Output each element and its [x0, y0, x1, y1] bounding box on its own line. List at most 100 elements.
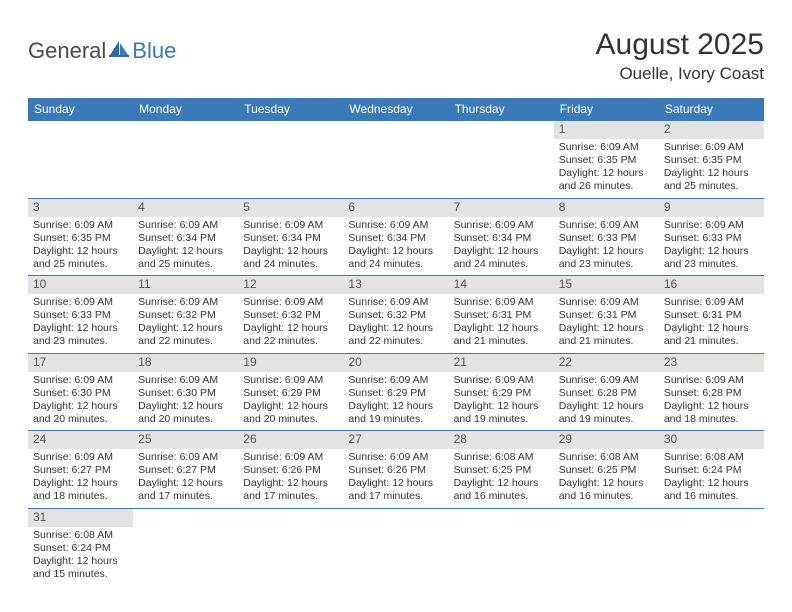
day-body: Sunrise: 6:09 AMSunset: 6:33 PMDaylight:… — [28, 294, 133, 353]
day-number: 14 — [449, 276, 554, 294]
sunset-text: Sunset: 6:31 PM — [559, 309, 654, 322]
month-title: August 2025 — [596, 28, 764, 62]
day-number: 5 — [238, 199, 343, 217]
day-body: Sunrise: 6:09 AMSunset: 6:28 PMDaylight:… — [554, 372, 659, 431]
week-row: 1Sunrise: 6:09 AMSunset: 6:35 PMDaylight… — [28, 121, 764, 199]
day-body: Sunrise: 6:09 AMSunset: 6:30 PMDaylight:… — [28, 372, 133, 431]
daylight-text-line1: Daylight: 12 hours — [559, 477, 654, 490]
daylight-text-line2: and 20 minutes. — [33, 413, 128, 426]
week-row: 24Sunrise: 6:09 AMSunset: 6:27 PMDayligh… — [28, 431, 764, 509]
sunrise-text: Sunrise: 6:09 AM — [243, 296, 338, 309]
sunset-text: Sunset: 6:26 PM — [348, 464, 443, 477]
day-body: Sunrise: 6:09 AMSunset: 6:32 PMDaylight:… — [133, 294, 238, 353]
day-number: 16 — [659, 276, 764, 294]
daylight-text-line2: and 21 minutes. — [454, 335, 549, 348]
day-body: Sunrise: 6:08 AMSunset: 6:24 PMDaylight:… — [28, 527, 133, 586]
day-number: 28 — [449, 431, 554, 449]
day-body: Sunrise: 6:09 AMSunset: 6:29 PMDaylight:… — [449, 372, 554, 431]
daylight-text-line2: and 16 minutes. — [559, 490, 654, 503]
daylight-text-line2: and 16 minutes. — [454, 490, 549, 503]
day-cell: 15Sunrise: 6:09 AMSunset: 6:31 PMDayligh… — [554, 276, 659, 353]
daylight-text-line2: and 17 minutes. — [348, 490, 443, 503]
daylight-text-line1: Daylight: 12 hours — [664, 400, 759, 413]
sunset-text: Sunset: 6:35 PM — [559, 154, 654, 167]
daylight-text-line1: Daylight: 12 hours — [664, 477, 759, 490]
week-row: 31Sunrise: 6:08 AMSunset: 6:24 PMDayligh… — [28, 509, 764, 586]
sunset-text: Sunset: 6:24 PM — [664, 464, 759, 477]
sunrise-text: Sunrise: 6:09 AM — [348, 451, 443, 464]
day-cell: 2Sunrise: 6:09 AMSunset: 6:35 PMDaylight… — [659, 121, 764, 198]
day-number: 30 — [659, 431, 764, 449]
sunset-text: Sunset: 6:27 PM — [138, 464, 233, 477]
day-cell: 8Sunrise: 6:09 AMSunset: 6:33 PMDaylight… — [554, 199, 659, 276]
day-cell: 26Sunrise: 6:09 AMSunset: 6:26 PMDayligh… — [238, 431, 343, 508]
sunrise-text: Sunrise: 6:08 AM — [664, 451, 759, 464]
sunset-text: Sunset: 6:34 PM — [138, 232, 233, 245]
day-number: 4 — [133, 199, 238, 217]
sunrise-text: Sunrise: 6:09 AM — [454, 374, 549, 387]
day-cell: 10Sunrise: 6:09 AMSunset: 6:33 PMDayligh… — [28, 276, 133, 353]
weekday-header: Thursday — [449, 98, 554, 121]
sunrise-text: Sunrise: 6:09 AM — [33, 296, 128, 309]
daylight-text-line1: Daylight: 12 hours — [348, 245, 443, 258]
sunset-text: Sunset: 6:29 PM — [454, 387, 549, 400]
daylight-text-line2: and 17 minutes. — [138, 490, 233, 503]
daylight-text-line2: and 19 minutes. — [348, 413, 443, 426]
weekday-header: Friday — [554, 98, 659, 121]
day-cell: 1Sunrise: 6:09 AMSunset: 6:35 PMDaylight… — [554, 121, 659, 198]
sunrise-text: Sunrise: 6:09 AM — [559, 141, 654, 154]
sunset-text: Sunset: 6:35 PM — [664, 154, 759, 167]
day-body: Sunrise: 6:09 AMSunset: 6:35 PMDaylight:… — [659, 139, 764, 198]
day-cell: 12Sunrise: 6:09 AMSunset: 6:32 PMDayligh… — [238, 276, 343, 353]
sunrise-text: Sunrise: 6:08 AM — [559, 451, 654, 464]
daylight-text-line2: and 24 minutes. — [454, 258, 549, 271]
day-body: Sunrise: 6:09 AMSunset: 6:31 PMDaylight:… — [554, 294, 659, 353]
daylight-text-line1: Daylight: 12 hours — [138, 322, 233, 335]
daylight-text-line1: Daylight: 12 hours — [348, 322, 443, 335]
daylight-text-line2: and 22 minutes. — [243, 335, 338, 348]
day-number: 26 — [238, 431, 343, 449]
day-body: Sunrise: 6:09 AMSunset: 6:29 PMDaylight:… — [238, 372, 343, 431]
day-cell: 11Sunrise: 6:09 AMSunset: 6:32 PMDayligh… — [133, 276, 238, 353]
day-cell: 30Sunrise: 6:08 AMSunset: 6:24 PMDayligh… — [659, 431, 764, 508]
day-body: Sunrise: 6:08 AMSunset: 6:24 PMDaylight:… — [659, 449, 764, 508]
day-number: 12 — [238, 276, 343, 294]
sunrise-text: Sunrise: 6:09 AM — [348, 374, 443, 387]
daylight-text-line2: and 19 minutes. — [454, 413, 549, 426]
day-body: Sunrise: 6:08 AMSunset: 6:25 PMDaylight:… — [554, 449, 659, 508]
day-cell — [28, 121, 133, 198]
daylight-text-line2: and 23 minutes. — [559, 258, 654, 271]
sunset-text: Sunset: 6:33 PM — [33, 309, 128, 322]
logo-text-part1: General — [28, 38, 106, 64]
sunset-text: Sunset: 6:26 PM — [243, 464, 338, 477]
day-number: 31 — [28, 509, 133, 527]
daylight-text-line1: Daylight: 12 hours — [33, 400, 128, 413]
day-body: Sunrise: 6:09 AMSunset: 6:34 PMDaylight:… — [133, 217, 238, 276]
weekday-header: Tuesday — [238, 98, 343, 121]
daylight-text-line1: Daylight: 12 hours — [559, 400, 654, 413]
location: Ouelle, Ivory Coast — [596, 64, 764, 84]
day-cell: 18Sunrise: 6:09 AMSunset: 6:30 PMDayligh… — [133, 354, 238, 431]
daylight-text-line2: and 21 minutes. — [559, 335, 654, 348]
daylight-text-line2: and 25 minutes. — [33, 258, 128, 271]
weekday-header: Monday — [133, 98, 238, 121]
day-cell: 9Sunrise: 6:09 AMSunset: 6:33 PMDaylight… — [659, 199, 764, 276]
day-body: Sunrise: 6:09 AMSunset: 6:27 PMDaylight:… — [133, 449, 238, 508]
daylight-text-line1: Daylight: 12 hours — [454, 400, 549, 413]
daylight-text-line1: Daylight: 12 hours — [33, 477, 128, 490]
sunset-text: Sunset: 6:31 PM — [454, 309, 549, 322]
day-number: 19 — [238, 354, 343, 372]
day-cell — [449, 121, 554, 198]
day-body: Sunrise: 6:09 AMSunset: 6:26 PMDaylight:… — [238, 449, 343, 508]
day-body: Sunrise: 6:09 AMSunset: 6:32 PMDaylight:… — [343, 294, 448, 353]
daylight-text-line2: and 25 minutes. — [138, 258, 233, 271]
day-body: Sunrise: 6:08 AMSunset: 6:25 PMDaylight:… — [449, 449, 554, 508]
day-number: 8 — [554, 199, 659, 217]
day-cell: 14Sunrise: 6:09 AMSunset: 6:31 PMDayligh… — [449, 276, 554, 353]
daylight-text-line1: Daylight: 12 hours — [348, 477, 443, 490]
day-number: 6 — [343, 199, 448, 217]
sunrise-text: Sunrise: 6:09 AM — [664, 141, 759, 154]
day-cell: 29Sunrise: 6:08 AMSunset: 6:25 PMDayligh… — [554, 431, 659, 508]
sunset-text: Sunset: 6:33 PM — [664, 232, 759, 245]
sunrise-text: Sunrise: 6:09 AM — [138, 451, 233, 464]
